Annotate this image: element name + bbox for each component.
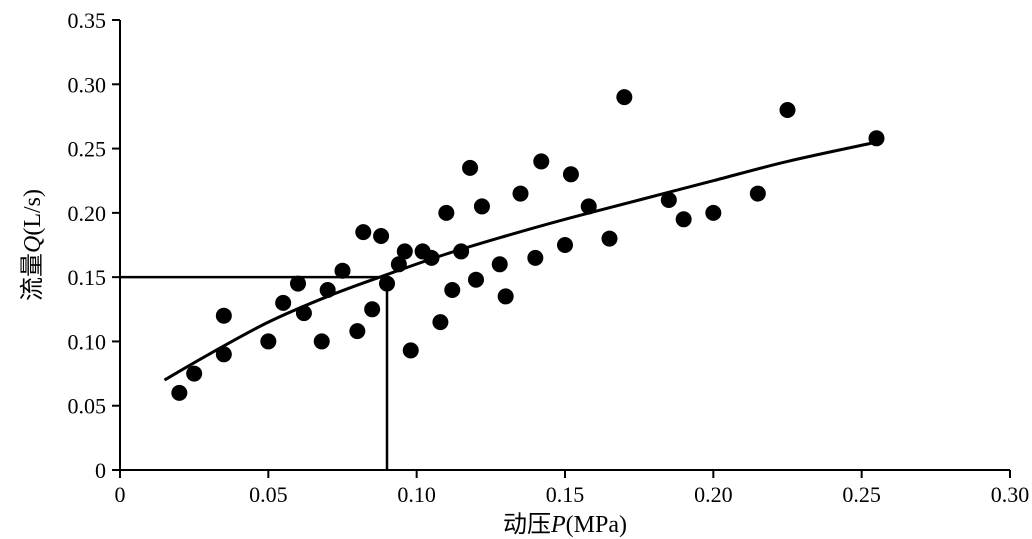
x-tick-label: 0.05 [249,482,288,507]
y-tick-label: 0.05 [68,394,107,419]
data-point [616,89,632,105]
data-point [424,250,440,266]
data-point [602,231,618,247]
data-point [349,323,365,339]
x-tick-label: 0.30 [991,482,1030,507]
data-point [438,205,454,221]
data-point [444,282,460,298]
x-tick-label: 0.10 [397,482,436,507]
y-axis-label: 流量Q(L/s) [19,189,46,301]
data-point [216,308,232,324]
data-point [869,130,885,146]
data-point [492,256,508,272]
data-point [750,186,766,202]
data-point [581,198,597,214]
y-tick-label: 0.35 [68,8,107,33]
data-point [462,160,478,176]
data-point [498,288,514,304]
data-point [216,346,232,362]
data-point [474,198,490,214]
data-point [355,224,371,240]
data-point [533,153,549,169]
data-point [335,263,351,279]
data-point [453,243,469,259]
data-point [557,237,573,253]
data-point [676,211,692,227]
data-point [171,385,187,401]
x-tick-label: 0.25 [842,482,881,507]
data-point [468,272,484,288]
y-tick-label: 0.25 [68,137,107,162]
x-tick-label: 0 [115,482,126,507]
data-point [527,250,543,266]
data-point [373,228,389,244]
data-point [320,282,336,298]
data-point [290,276,306,292]
data-point [314,333,330,349]
data-point [432,314,448,330]
data-point [513,186,529,202]
x-axis-label: 动压P(MPa) [503,511,627,538]
data-point [275,295,291,311]
chart-svg: 0 0.05 0.10 0.15 0.20 0.25 0.30 0 0.05 0.10 0.15 0.… [0,0,1032,539]
data-point [296,305,312,321]
data-point [379,276,395,292]
reference-lines [120,277,387,470]
x-tick-label: 0.15 [546,482,585,507]
data-point [705,205,721,221]
y-tick-label: 0.15 [68,265,107,290]
y-tick-label: 0 [95,458,106,483]
data-point [780,102,796,118]
data-point [364,301,380,317]
data-point [403,342,419,358]
x-tick-label: 0.20 [694,482,733,507]
data-point [563,166,579,182]
y-tick-label: 0.10 [68,329,107,354]
y-tick-label: 0.30 [68,72,107,97]
data-point [397,243,413,259]
scatter-chart: 0 0.05 0.10 0.15 0.20 0.25 0.30 0 0.05 0.10 0.15 0.… [0,0,1032,539]
data-point [661,192,677,208]
data-point [260,333,276,349]
data-point [186,366,202,382]
y-tick-label: 0.20 [68,201,107,226]
